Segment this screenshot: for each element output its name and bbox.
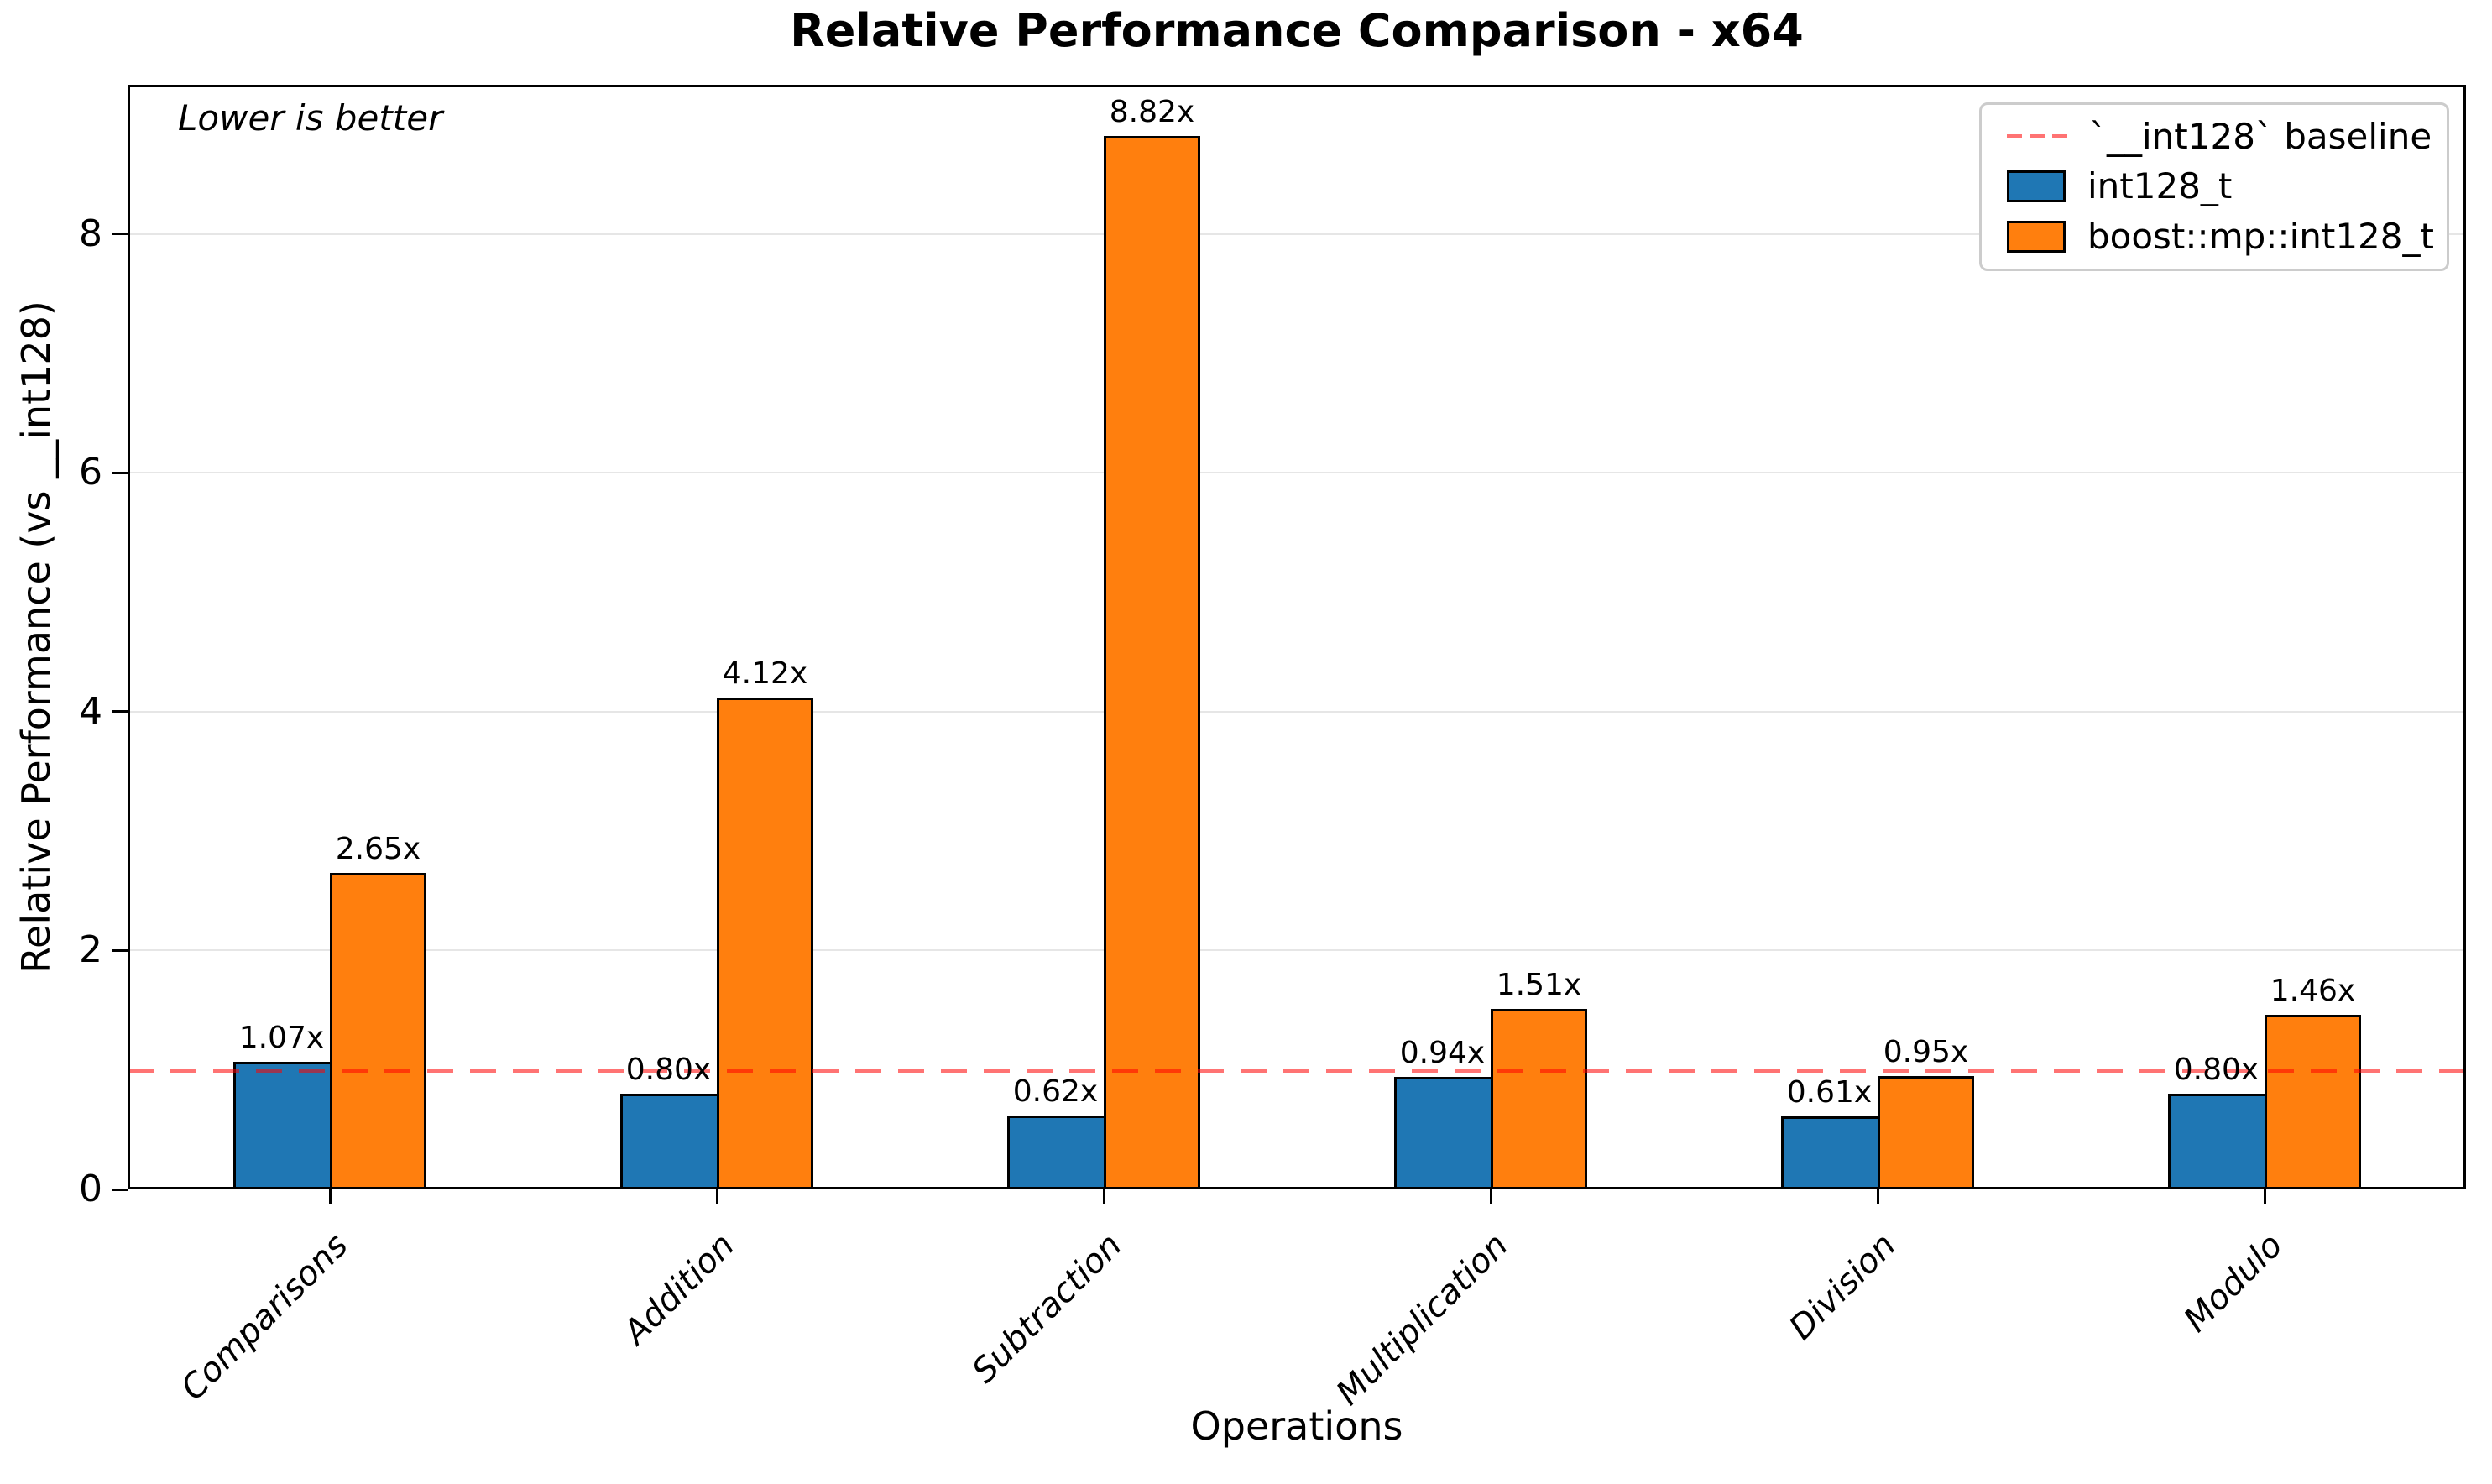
y-tick-mark [112,471,128,474]
bar-int128_t [233,1061,330,1189]
y-tick-label: 6 [79,451,102,494]
bar-int128_t [1007,1115,1104,1189]
bar-value-label: 0.95x [1883,1034,1969,1069]
y-tick-label: 0 [79,1168,102,1210]
x-tick-mark [328,1189,332,1204]
legend-label: boost::mp::int128_t [2087,216,2434,258]
bar-value-label: 1.51x [1496,968,1582,1003]
bar-boost::mp::int128_t [1104,136,1200,1189]
bar-boost::mp::int128_t [2265,1015,2361,1189]
y-tick-label: 2 [79,928,102,972]
legend-item-baseline: `__int128` baseline [2007,115,2443,157]
bar-int128_t [1781,1116,1878,1189]
bar-value-label: 0.62x [1012,1074,1099,1109]
bar-value-label: 0.80x [625,1053,712,1088]
bar-value-label: 2.65x [335,831,421,866]
x-tick-label-comparisons: Comparisons [173,1225,356,1408]
legend-item-int128-t: int128_t [2007,169,2443,204]
baseline-dashed-line [128,1068,2466,1073]
x-tick-label-addition: Addition [616,1225,743,1352]
bar-int128_t [2168,1094,2265,1189]
bar-int128_t [1394,1077,1491,1189]
chart-title: Relative Performance Comparison - x64 [790,4,1804,57]
y-tick-mark [112,233,128,236]
bar-boost::mp::int128_t [330,872,426,1189]
gridline [128,472,2466,474]
gridline [128,233,2466,235]
x-tick-label-multiplication: Multiplication [1329,1225,1517,1413]
legend: `__int128` baseline int128_t boost::mp::… [1979,102,2449,271]
bar-int128_t [620,1094,717,1189]
bar-value-label: 0.80x [2173,1053,2260,1088]
plot-area: Lower is better `__int128` baseline int1… [128,85,2466,1189]
x-tick-mark [1102,1189,1105,1204]
bar-value-label: 4.12x [722,656,808,691]
y-tick-mark [112,1188,128,1191]
y-tick-mark [112,710,128,713]
legend-item-boost-int128-t: boost::mp::int128_t [2007,219,2443,254]
x-axis-label: Operations [1190,1403,1403,1449]
bar-value-label: 1.46x [2270,974,2356,1009]
bar-boost::mp::int128_t [717,697,813,1189]
gridline [128,710,2466,713]
y-tick-label: 8 [79,212,102,255]
dashed-line-swatch-icon [2007,134,2067,139]
bar-value-label: 0.61x [1786,1075,1873,1110]
x-tick-label-modulo: Modulo [2176,1225,2291,1340]
bar-value-label: 8.82x [1109,95,1195,130]
legend-label: int128_t [2087,165,2233,207]
x-tick-mark [1489,1189,1492,1204]
y-tick-label: 4 [79,689,102,733]
x-tick-mark [715,1189,718,1204]
gridline [128,949,2466,952]
lower-is-better-note: Lower is better [178,97,443,138]
x-tick-mark [1876,1189,1879,1204]
x-tick-mark [2263,1189,2266,1204]
bar-boost::mp::int128_t [1878,1075,1974,1189]
x-tick-label-subtraction: Subtraction [964,1225,1130,1391]
y-tick-mark [112,948,128,952]
bar-boost::mp::int128_t [1491,1009,1587,1189]
legend-label: `__int128` baseline [2089,115,2432,157]
blue-box-swatch-icon [2007,170,2066,203]
orange-box-swatch-icon [2007,221,2066,253]
bar-value-label: 0.94x [1399,1036,1486,1071]
bar-value-label: 1.07x [238,1020,325,1055]
x-tick-label-division: Division [1781,1225,1904,1348]
